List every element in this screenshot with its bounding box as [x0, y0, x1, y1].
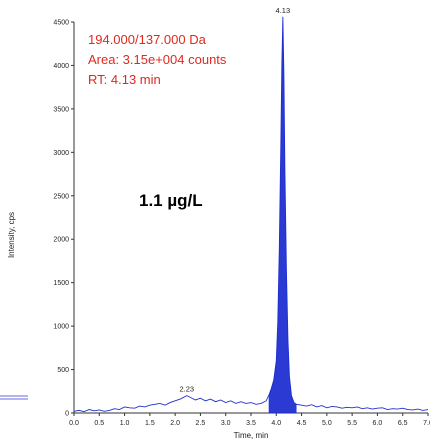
x-tick-label: 5.5	[347, 420, 357, 427]
annotation-concentration: 1.1 µg/L	[139, 191, 203, 210]
x-tick-label: 4.0	[271, 420, 281, 427]
x-tick-label: 6.0	[373, 420, 383, 427]
y-tick-label: 3000	[53, 150, 69, 157]
x-tick-label: 4.5	[297, 420, 307, 427]
peak-label: 4.13	[276, 6, 291, 15]
y-axis-ticks: 0 500 1000 1500 2000 2500 3000 3500 4000 4500	[53, 20, 74, 418]
series-fill-area	[268, 16, 297, 413]
y-tick-label: 4500	[53, 20, 69, 27]
x-axis-ticks: 0.0 0.5 1.0 1.5 2.0 2.5 3.0 3.5 4.0 4.5 5.0 5.5 6.0 6…	[69, 413, 430, 427]
y-tick-label: 3500	[53, 106, 69, 113]
y-tick-label: 500	[57, 367, 69, 374]
x-tick-label: 6.5	[398, 420, 408, 427]
x-axis-title: Time, min	[234, 431, 269, 440]
x-tick-label: 0.5	[94, 420, 104, 427]
x-tick-label: 0.0	[69, 420, 79, 427]
y-tick-label: 0	[65, 411, 69, 418]
x-tick-label: 2.5	[196, 420, 206, 427]
peak-labels: 2.23 4.13	[179, 6, 290, 394]
y-axis-title: Intensity, cps	[7, 212, 16, 258]
y-tick-label: 2500	[53, 193, 69, 200]
y-tick-label: 2000	[53, 237, 69, 244]
annotation-area: Area: 3.15e+004 counts	[88, 52, 227, 67]
annotation-rt: RT: 4.13 min	[88, 72, 161, 87]
x-tick-label: 2.0	[170, 420, 180, 427]
x-tick-label: 3.5	[246, 420, 256, 427]
x-tick-label: 3.0	[221, 420, 231, 427]
annotation-transition: 194.000/137.000 Da	[88, 32, 207, 47]
peak-label: 2.23	[179, 385, 194, 394]
y-tick-label: 1000	[53, 324, 69, 331]
x-tick-label: 5.0	[322, 420, 332, 427]
x-tick-label: 1.5	[145, 420, 155, 427]
y-tick-label: 4000	[53, 63, 69, 70]
series-trace-line	[73, 16, 429, 413]
x-tick-label: 1.0	[120, 420, 130, 427]
x-tick-label: 7.0	[423, 420, 430, 427]
y-tick-label: 1500	[53, 280, 69, 287]
